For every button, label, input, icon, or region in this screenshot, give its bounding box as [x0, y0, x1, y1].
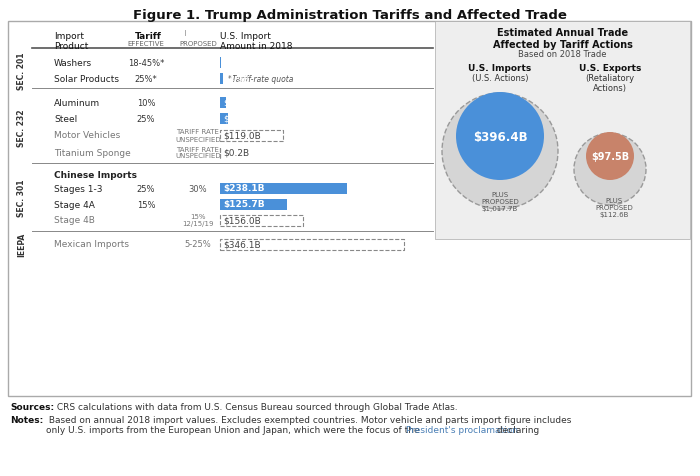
Text: (U.S. Actions): (U.S. Actions) — [472, 74, 528, 83]
Text: Notes:: Notes: — [10, 415, 43, 424]
Bar — [220, 97, 226, 108]
Bar — [8, 22, 691, 396]
Text: CRS calculations with data from U.S. Census Bureau sourced through Global Trade : CRS calculations with data from U.S. Cen… — [54, 402, 458, 411]
Text: declaring: declaring — [494, 425, 539, 434]
Text: $119.0B: $119.0B — [223, 131, 260, 140]
Text: Based on annual 2018 import values. Excludes exempted countries. Motor vehicle a: Based on annual 2018 import values. Excl… — [46, 415, 571, 435]
Text: 5-25%: 5-25% — [185, 240, 211, 249]
Text: (Retaliatory
Actions): (Retaliatory Actions) — [585, 74, 635, 93]
Text: Steel: Steel — [54, 114, 77, 123]
Text: President's proclamation: President's proclamation — [406, 425, 518, 434]
Text: Motor Vehicles: Motor Vehicles — [54, 131, 120, 140]
Text: U.S. Imports: U.S. Imports — [468, 64, 531, 73]
Text: Figure 1. Trump Administration Tariffs and Affected Trade: Figure 1. Trump Administration Tariffs a… — [133, 9, 567, 22]
Bar — [220, 73, 223, 84]
Text: $156.0B: $156.0B — [223, 216, 260, 225]
Text: SEC. 301: SEC. 301 — [18, 179, 27, 216]
Text: TARIFF RATE
UNSPECIFIED: TARIFF RATE UNSPECIFIED — [175, 146, 220, 159]
Text: TARIFF RATE
UNSPECIFIED: TARIFF RATE UNSPECIFIED — [175, 129, 220, 142]
Text: Import
Product: Import Product — [54, 32, 88, 51]
Text: 25%: 25% — [136, 184, 155, 193]
Text: U.S. Import
Amount in 2018: U.S. Import Amount in 2018 — [220, 32, 293, 51]
Text: 15%
12/15/19: 15% 12/15/19 — [182, 214, 214, 227]
Text: Based on 2018 Trade: Based on 2018 Trade — [518, 50, 607, 59]
Bar — [220, 113, 228, 124]
Text: $396.4B: $396.4B — [473, 130, 527, 143]
Text: 25%*: 25%* — [134, 74, 158, 83]
Text: Estimated Annual Trade
Affected by Tariff Actions: Estimated Annual Trade Affected by Tarif… — [493, 28, 632, 50]
Text: $4.9B: $4.9B — [223, 74, 249, 83]
Text: SEC. 201: SEC. 201 — [18, 52, 27, 89]
Circle shape — [586, 133, 634, 180]
Text: IEEPA: IEEPA — [18, 232, 27, 257]
Text: Sources:: Sources: — [10, 402, 54, 411]
Text: PROPOSED: PROPOSED — [179, 41, 217, 47]
Circle shape — [456, 93, 544, 180]
Text: EFFECTIVE: EFFECTIVE — [127, 41, 164, 47]
Text: Tariff: Tariff — [134, 32, 162, 41]
Text: Titanium Sponge: Titanium Sponge — [54, 148, 131, 157]
Text: Solar Products: Solar Products — [54, 74, 119, 83]
Text: Aluminum: Aluminum — [54, 98, 100, 107]
Text: PLUS
PROPOSED
$112.6B: PLUS PROPOSED $112.6B — [595, 198, 633, 218]
Text: Stage 4B: Stage 4B — [54, 216, 95, 225]
Text: 18-45%*: 18-45%* — [128, 59, 164, 68]
Bar — [220, 199, 287, 210]
Bar — [220, 215, 303, 226]
Circle shape — [442, 94, 558, 209]
Text: U.S. Exports: U.S. Exports — [579, 64, 641, 73]
Text: Washers: Washers — [54, 59, 92, 68]
Text: $15.5B: $15.5B — [223, 114, 255, 123]
Text: Stages 1-3: Stages 1-3 — [54, 184, 102, 193]
Text: 10%: 10% — [136, 98, 155, 107]
Text: 15%: 15% — [136, 200, 155, 209]
Circle shape — [574, 134, 646, 206]
Bar — [220, 239, 405, 250]
Text: $97.5B: $97.5B — [591, 152, 629, 162]
Text: SEC. 232: SEC. 232 — [18, 109, 27, 147]
Text: $125.7B: $125.7B — [223, 200, 265, 209]
Text: 25%: 25% — [136, 114, 155, 123]
Text: Stage 4A: Stage 4A — [54, 200, 95, 209]
Bar — [435, 22, 690, 239]
Text: $10.9B: $10.9B — [223, 98, 255, 107]
Text: Mexican Imports: Mexican Imports — [54, 240, 129, 249]
Text: $238.1B: $238.1B — [223, 184, 265, 193]
Text: $346.1B: $346.1B — [223, 240, 260, 249]
Text: Chinese Imports: Chinese Imports — [54, 170, 137, 179]
Text: $1.3B: $1.3B — [223, 59, 249, 68]
Text: PLUS
PROPOSED
$1,017.7B: PLUS PROPOSED $1,017.7B — [481, 192, 519, 211]
Text: *Tariff-rate quota: *Tariff-rate quota — [228, 74, 293, 83]
Text: 30%: 30% — [189, 184, 207, 193]
Bar — [220, 130, 284, 141]
Text: $0.2B: $0.2B — [223, 148, 249, 157]
Bar — [220, 183, 346, 194]
